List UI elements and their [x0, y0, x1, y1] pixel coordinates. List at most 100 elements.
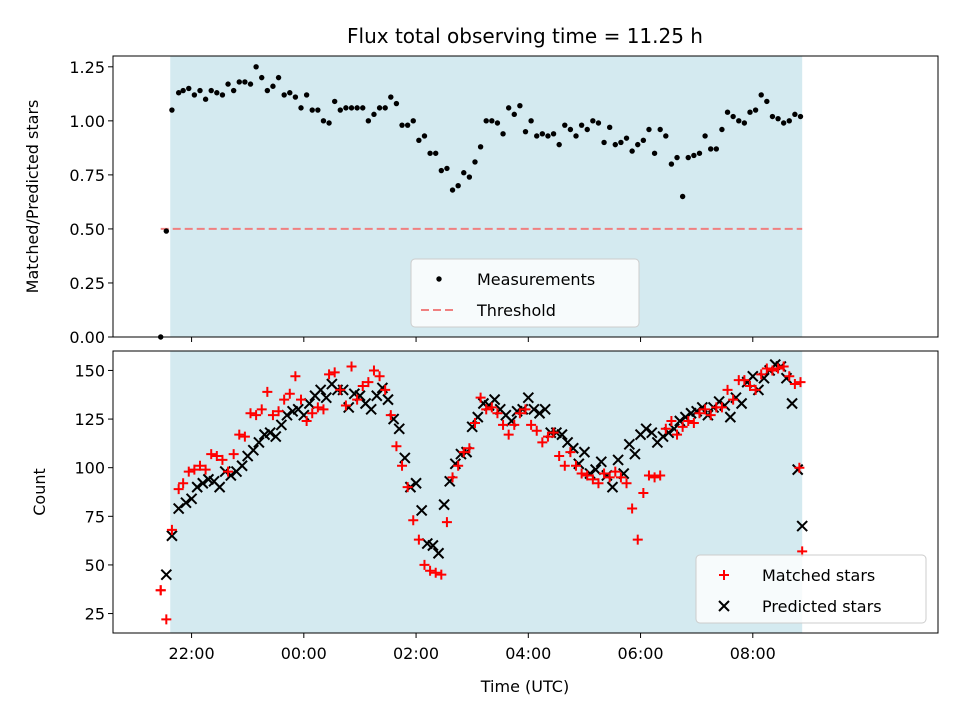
matched-star-point	[173, 484, 184, 495]
matched-star-point	[397, 460, 408, 471]
measurement-point	[511, 111, 517, 118]
measurement-point	[595, 120, 602, 126]
matched-star-point	[324, 369, 335, 380]
matched-star-point	[526, 419, 537, 430]
matched-star-point	[436, 569, 447, 580]
y-tick-label: 0.50	[69, 220, 105, 239]
matched-star-point	[464, 443, 475, 454]
predicted-star-point	[410, 477, 422, 489]
matched-star-point	[419, 559, 430, 570]
ratio-y-axis-label: Matched/Predicted stars	[23, 100, 42, 294]
matched-star-point	[155, 585, 166, 596]
matched-star-point	[660, 423, 671, 434]
predicted-star-point	[393, 423, 405, 435]
y-tick-label: 1.25	[69, 58, 105, 77]
matched-star-point	[262, 386, 273, 397]
matched-star-point	[234, 429, 245, 440]
matched-star-point	[705, 410, 716, 421]
matched-star-point	[228, 449, 239, 460]
predicted-star-point	[528, 403, 540, 416]
measurement-point	[769, 113, 776, 120]
measurement-point	[242, 79, 248, 85]
y-tick-label: 125	[74, 410, 105, 429]
measurement-point	[388, 94, 394, 100]
matched-star-point	[542, 431, 553, 442]
matched-star-point	[514, 408, 525, 419]
measurement-point	[331, 98, 338, 105]
measurement-point	[449, 187, 456, 193]
matched-star-point	[503, 429, 514, 440]
matched-star-point	[571, 460, 582, 471]
matched-star-point	[498, 419, 509, 430]
matched-star-point	[183, 466, 194, 477]
measurement-point	[281, 92, 287, 98]
matched-star-point	[604, 472, 615, 483]
matched-star-point	[610, 466, 621, 477]
x-tick-label: 04:00	[505, 644, 551, 663]
matched-star-point	[223, 466, 234, 477]
legend-box	[695, 554, 927, 624]
legend-marker-plus	[719, 570, 729, 580]
measurement-point	[163, 228, 170, 234]
legend-marker-x	[718, 600, 730, 612]
matched-star-point	[794, 462, 805, 473]
predicted-star-point	[197, 477, 209, 489]
matched-star-point	[189, 464, 200, 475]
predicted-star-point	[640, 423, 652, 435]
predicted-star-point	[371, 390, 383, 402]
measurement-point	[578, 122, 585, 128]
predicted-star-point	[629, 448, 641, 460]
x-tick-label: 00:00	[281, 644, 327, 663]
measurement-point	[186, 85, 192, 92]
measurement-point	[483, 118, 489, 124]
matched-star-point	[430, 567, 441, 578]
matched-star-point	[161, 614, 172, 625]
predicted-star-point	[382, 393, 394, 406]
matched-star-point	[425, 565, 436, 576]
measurement-point	[360, 105, 366, 111]
measurement-point	[663, 133, 669, 139]
matched-star-point	[290, 371, 301, 382]
measurement-point	[236, 79, 242, 85]
matched-star-point	[391, 441, 402, 452]
measurement-point	[786, 118, 792, 124]
matched-star-point	[643, 470, 654, 481]
x-axis-label: Time (UTC)	[480, 677, 569, 696]
matched-star-point	[458, 447, 469, 458]
measurement-point	[202, 96, 209, 102]
matched-star-point	[346, 361, 357, 372]
measurement-point	[264, 87, 271, 94]
matched-star-point	[267, 410, 278, 421]
measurement-point	[713, 146, 720, 152]
measurement-point	[404, 122, 411, 128]
measurement-point	[590, 118, 596, 124]
measurement-point	[433, 150, 439, 156]
measurement-point	[348, 105, 355, 111]
matched-star-point	[615, 472, 626, 483]
legend-box	[410, 258, 640, 328]
matched-star-point	[795, 377, 806, 388]
predicted-star-point	[533, 407, 546, 419]
measurement-point	[175, 90, 182, 96]
measurement-point	[376, 105, 383, 111]
measurement-point	[253, 64, 259, 70]
legend-marker-dot	[436, 276, 442, 282]
matched-star-point	[453, 460, 464, 471]
ratio-panel-frame	[112, 55, 939, 338]
x-tick-label: 02:00	[393, 644, 439, 663]
measurement-point	[534, 133, 540, 139]
matched-star-point	[296, 394, 307, 405]
predicted-star-point	[786, 397, 798, 410]
matched-star-point	[245, 408, 256, 419]
measurement-point	[674, 154, 680, 161]
matched-star-point	[178, 478, 189, 489]
predicted-star-point	[236, 460, 248, 472]
y-tick-label: 75	[85, 507, 105, 526]
count-y-axis-label: Count	[30, 468, 49, 516]
matched-star-point	[655, 470, 666, 481]
matched-star-point	[481, 404, 492, 415]
measurement-point	[354, 105, 360, 111]
count-panel-frame	[112, 350, 939, 634]
matched-star-point	[340, 400, 351, 411]
measurement-point	[679, 193, 686, 200]
